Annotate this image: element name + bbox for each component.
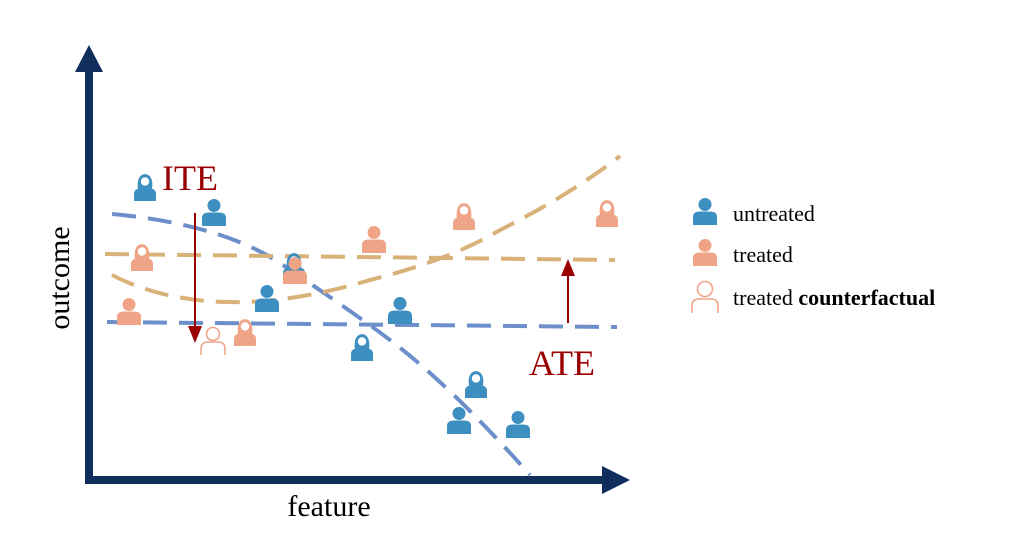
ate-label: ATE — [529, 343, 595, 383]
untreated-flat-curve — [106, 320, 618, 329]
ite-label: ITE — [162, 158, 218, 198]
untreated-male-icon — [202, 199, 226, 226]
y-axis-arrowhead — [75, 45, 103, 72]
counterfactual-person-icon — [200, 326, 226, 355]
treated-male-icon — [362, 226, 386, 253]
treated-flat-curve — [104, 252, 616, 262]
axes — [75, 45, 630, 494]
legend-treated-icon — [693, 239, 717, 266]
ite-arrowhead — [188, 326, 202, 343]
x-axis-label: feature — [287, 490, 371, 523]
untreated-male-icon — [255, 285, 279, 312]
untreated-male-icon — [506, 411, 530, 438]
legend-counterfactual-prefix: treated — [733, 285, 799, 310]
untreated-female-icon — [351, 334, 373, 361]
treated-female-icon — [453, 203, 475, 230]
y-axis-label: outcome — [43, 226, 76, 330]
untreated-falling-curve — [111, 212, 532, 477]
legend-treated-label: treated — [733, 242, 793, 267]
effect-arrows — [188, 213, 575, 343]
legend-untreated-icon — [693, 198, 717, 225]
treated-male-icon — [117, 298, 141, 325]
treated-female-icon — [131, 244, 153, 271]
treated-female-icon — [596, 200, 618, 227]
untreated-female-icon — [465, 371, 487, 398]
x-axis-arrowhead — [602, 466, 630, 494]
legend-counterfactual-bold: counterfactual — [798, 285, 936, 310]
curves — [104, 154, 622, 477]
legend-counterfactual-icon — [691, 280, 719, 313]
ate-arrowhead — [561, 259, 575, 276]
untreated-female-icon — [134, 174, 156, 201]
legend-untreated-label: untreated — [733, 201, 815, 226]
legend-counterfactual-label: treated counterfactual — [733, 285, 935, 311]
legend-icons — [691, 198, 719, 313]
untreated-male-icon — [388, 297, 412, 324]
